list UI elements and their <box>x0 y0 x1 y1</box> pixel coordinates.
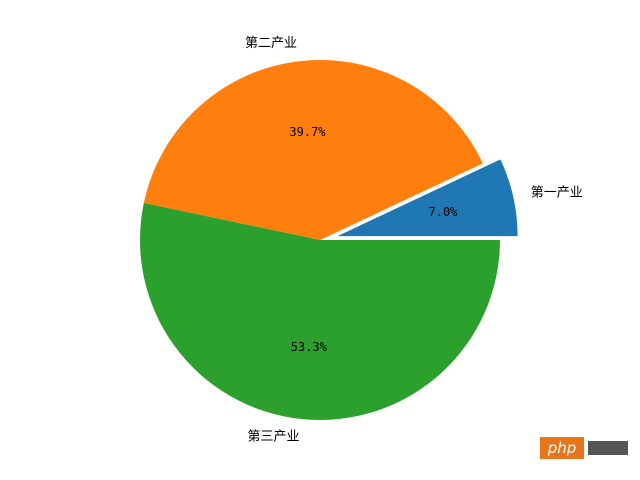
pie-slices <box>140 60 518 421</box>
watermark-suffix-block <box>588 441 628 455</box>
pie-slice-3 <box>140 202 501 421</box>
pie-slice-1 <box>337 159 518 237</box>
php-watermark-logo: php <box>540 437 628 459</box>
pie-slice-2 <box>143 60 483 240</box>
pie-category-label: 第一产业 <box>531 185 583 200</box>
pie-percent-label: 53.3% <box>291 340 328 354</box>
pie-category-label: 第二产业 <box>245 36 297 51</box>
pie-labels: 第一产业 7.0% 第二产业 39.7% 第三产业 53.3% <box>245 36 583 445</box>
php-logo-text: php <box>540 437 584 459</box>
pie-percent-label: 39.7% <box>289 125 326 139</box>
pie-category-label: 第三产业 <box>247 429 299 444</box>
pie-percent-label: 7.0% <box>429 205 459 219</box>
